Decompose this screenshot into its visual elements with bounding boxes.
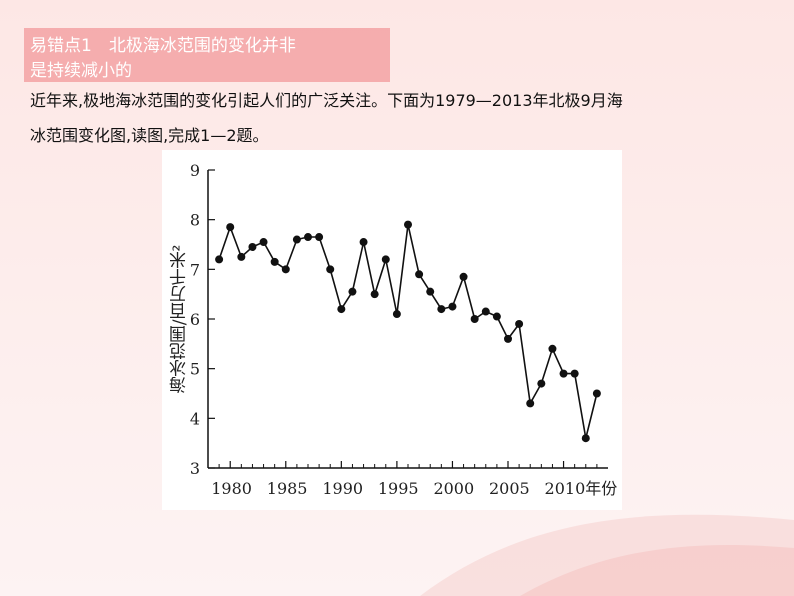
data-point: [359, 238, 368, 247]
data-point: [570, 369, 579, 378]
data-point: [548, 344, 557, 353]
data-point: [515, 319, 524, 328]
data-point: [215, 255, 224, 264]
data-point: [559, 369, 568, 378]
data-point: [437, 305, 446, 314]
chart-svg: 3 4 5 6 7 8 9 1980 1985 1990 1995 2000 2005 2010年份 海冰…: [170, 161, 618, 498]
series-line: [218, 224, 598, 439]
data-point: [259, 238, 268, 247]
y-tick-label: 9: [190, 161, 200, 180]
x-tick-label: 2000: [433, 479, 474, 498]
data-point: [226, 223, 235, 232]
topic-tag-line2: 是持续减小的: [30, 61, 132, 81]
x-tick-label: 1990: [322, 479, 363, 498]
data-point: [459, 272, 468, 281]
data-point: [581, 434, 590, 443]
data-point: [426, 287, 435, 296]
chart-axes: [207, 170, 608, 469]
data-point: [304, 233, 312, 242]
topic-tag-background: [24, 28, 390, 82]
data-point: [292, 235, 301, 244]
y-tick-label: 3: [190, 459, 200, 478]
chart-ticks: 3 4 5 6 7 8 9 1980 1985 1990 1995 2000 2005 2010年份: [190, 161, 617, 498]
data-point: [370, 290, 379, 299]
data-point: [404, 220, 412, 229]
y-tick-label: 4: [190, 409, 200, 428]
data-point: [326, 265, 335, 274]
y-tick-label: 6: [190, 310, 200, 329]
data-point: [237, 252, 246, 261]
data-point: [537, 379, 546, 388]
y-tick-label: 5: [190, 360, 200, 379]
y-axis-label: 海冰范围/百万千米²: [170, 245, 191, 394]
data-point: [281, 265, 290, 274]
data-point: [415, 270, 424, 279]
topic-tag-line1: 易错点1 北极海冰范围的变化并非: [30, 36, 296, 56]
data-point: [481, 307, 490, 316]
y-tick-label: 8: [190, 211, 200, 230]
data-point: [337, 305, 346, 314]
intro-text-line2: 冰范围变化图,读图,完成1—2题。: [30, 126, 269, 145]
data-point: [392, 310, 401, 319]
x-tick-label: 1980: [211, 479, 252, 498]
data-point: [592, 389, 601, 398]
data-point: [315, 233, 324, 242]
x-tick-label: 2005: [489, 479, 530, 498]
data-point: [248, 242, 257, 251]
chart-marks: [215, 220, 601, 443]
data-point: [348, 287, 357, 296]
data-point: [270, 257, 279, 266]
data-point: [448, 302, 457, 311]
sea-ice-chart: 3 4 5 6 7 8 9 1980 1985 1990 1995 2000 2005 2010年份 海冰…: [162, 150, 622, 510]
data-point: [504, 334, 512, 343]
x-tick-label: 1985: [267, 479, 308, 498]
data-point: [470, 315, 479, 323]
data-point: [492, 312, 501, 321]
data-point: [381, 255, 390, 264]
x-tick-label: 2010年份: [545, 479, 618, 498]
data-point: [526, 399, 535, 408]
y-tick-label: 7: [190, 260, 200, 279]
x-tick-label: 1995: [378, 479, 419, 498]
intro-text-line1: 近年来,极地海冰范围的变化引起人们的广泛关注。下面为1979—2013年北极9月…: [30, 91, 623, 110]
